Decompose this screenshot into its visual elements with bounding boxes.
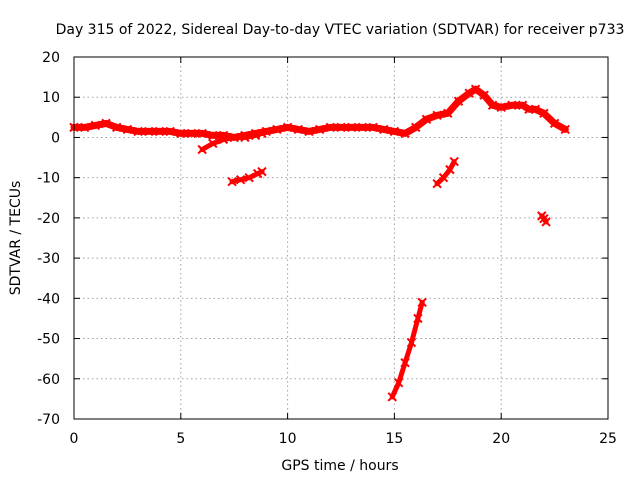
y-tick-label: -20 [37,211,60,227]
data-point [517,100,528,110]
data-point [186,128,197,139]
y-tick-label: -60 [37,372,60,388]
grid-lines [74,57,608,419]
x-tick-label: 10 [279,431,297,447]
plot-frame [73,56,609,420]
x-tick-label: 20 [492,431,510,447]
data-point [421,114,432,125]
data-point [257,166,267,177]
data-point [346,122,357,133]
data-point [549,118,560,129]
x-axis-ticks: 0 5 10 15 20 25 [70,57,617,447]
data-point [445,164,455,175]
data-point [176,128,186,139]
data-point [560,124,570,135]
y-tick-label: -40 [37,291,60,307]
x-tick-label: 15 [385,431,403,447]
data-point [387,392,397,402]
data-point [541,217,551,227]
data-point [314,124,325,135]
y-tick-label: 20 [42,50,60,66]
data-point [144,126,154,137]
data-point [133,126,143,137]
data-point [197,144,207,155]
data-point [325,122,336,133]
data-point [453,96,464,106]
data-point [257,128,267,139]
data-point [379,124,389,135]
data-point [438,172,449,183]
data-point [250,130,261,141]
data-point [229,132,239,143]
data-point [393,378,404,388]
data-series [69,84,570,402]
chart-title: Day 315 of 2022, Sidereal Day-to-day VTE… [56,22,625,38]
data-point [400,357,410,368]
data-point [539,108,549,119]
data-point [413,313,423,324]
data-point [154,126,165,137]
y-tick-label: -70 [37,412,60,428]
data-point [304,126,314,137]
data-point [272,124,282,135]
x-tick-label: 5 [176,431,185,447]
data-point [357,122,368,133]
data-point [235,174,246,185]
y-axis-label: SDTVAR / TECUs [8,181,24,296]
y-axis-ticks: 20 10 0 -10 -20 -30 -40 -50 -60 -70 [37,50,608,428]
data-point [406,337,417,348]
data-point [443,108,453,119]
data-point [165,126,175,137]
x-axis-label: GPS time / hours [281,458,398,474]
y-tick-label: -10 [37,171,60,187]
data-point [227,176,237,187]
data-point [79,122,90,133]
data-point [122,124,133,135]
data-point [240,132,250,143]
x-tick-label: 0 [70,431,79,447]
data-point [218,134,229,145]
series-line [389,299,425,400]
data-point [470,84,481,94]
y-tick-label: 0 [51,130,60,146]
data-point [389,126,400,137]
data-point [411,122,421,133]
data-point [90,120,101,131]
data-point [208,130,218,141]
data-point [496,102,506,112]
data-point [449,156,459,167]
data-point [479,90,489,100]
y-tick-label: 10 [42,90,60,106]
data-point [293,124,303,135]
y-tick-label: -50 [37,332,60,348]
data-point [208,138,218,149]
data-point [487,100,498,110]
data-point [530,104,541,114]
data-point [112,122,122,133]
data-point [464,88,474,98]
data-point [432,110,442,121]
data-point [417,297,427,308]
data-point [244,172,254,183]
data-point [368,122,378,133]
data-point [101,118,111,129]
x-tick-label: 25 [599,431,617,447]
data-point [507,100,517,110]
data-point [336,122,346,133]
data-point [282,122,293,133]
y-tick-label: -30 [37,251,60,267]
data-point [400,128,410,139]
data-point [197,128,207,139]
